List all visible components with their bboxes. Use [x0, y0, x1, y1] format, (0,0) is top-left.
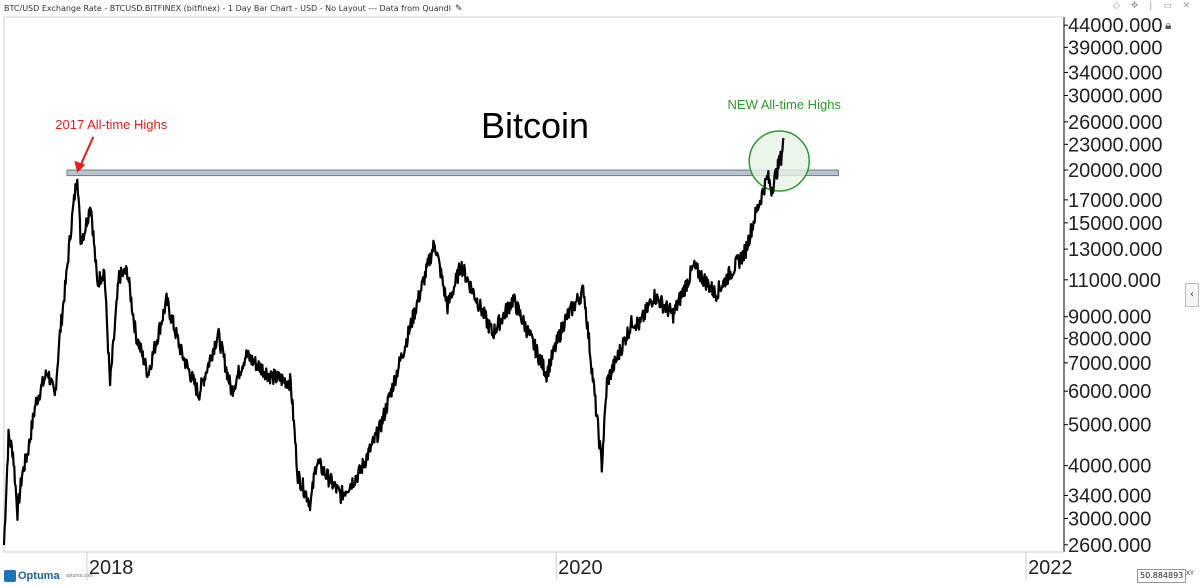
y-tick-label: 13000.000 — [1068, 239, 1163, 261]
collapse-arrow-icon[interactable]: ‹ — [1185, 283, 1199, 307]
lock-icon[interactable]: 🔒︎ — [1165, 18, 1172, 32]
pencil-icon[interactable]: ✎ — [454, 4, 463, 14]
y-tick-label: 26000.000 — [1068, 112, 1163, 134]
y-tick-label: 23000.000 — [1068, 134, 1163, 156]
x-tick-label: 2020 — [558, 557, 603, 579]
y-tick-label: 11000.000 — [1068, 270, 1161, 292]
x-tick-label: 2022 — [1028, 557, 1073, 579]
price-series — [2, 137, 785, 546]
old-high-arrow — [79, 136, 95, 167]
y-tick-label: 17000.000 — [1068, 190, 1163, 212]
optuma-logo: Optuma optuma.com — [4, 569, 93, 583]
optuma-logo-icon — [4, 570, 16, 582]
x-tick-label: 2018 — [89, 557, 133, 579]
y-tick-label: 6000.000 — [1068, 381, 1151, 403]
annotations: 2017 All-time Highs NEW All-time Highs — [55, 97, 841, 173]
window-controls[interactable]: ◇ ✥ | ▭ ✕ — [1113, 1, 1194, 11]
y-tick-label: 7000.000 — [1068, 353, 1151, 375]
chart-header-text: BTC/USD Exchange Rate - BTCUSD.BITFINEX … — [4, 4, 451, 13]
y-tick-label: 30000.000 — [1068, 86, 1163, 108]
y-tick-label: 4000.000 — [1068, 456, 1151, 478]
resistance-rect — [66, 169, 839, 177]
y-tick-label: 15000.000 — [1068, 213, 1163, 235]
y-tick-label: 34000.000 — [1068, 63, 1163, 85]
brand-name: Optuma — [18, 570, 60, 582]
y-tick-label: 8000.000 — [1068, 328, 1151, 350]
y-tick-label: 39000.000 — [1068, 37, 1163, 59]
old-high-arrowhead — [74, 160, 86, 173]
y-tick-label: 2600.000 — [1068, 535, 1151, 557]
y-tick-label: 3000.000 — [1068, 509, 1151, 531]
scale-mode[interactable]: XY — [1186, 570, 1194, 577]
y-tick-label: 5000.000 — [1068, 415, 1151, 437]
scale-value-box[interactable]: 50.884893 — [1137, 569, 1187, 583]
new-high-label: NEW All-time Highs — [728, 97, 842, 112]
brand-url: optuma.com — [65, 573, 94, 579]
resistance-band — [66, 169, 839, 177]
y-tick-label: 9000.000 — [1068, 307, 1151, 329]
price-line — [2, 137, 785, 546]
y-tick-label: 3400.000 — [1068, 486, 1151, 508]
x-axis-ticks: 2018 2020 2022 — [86, 552, 1073, 580]
chart-header: BTC/USD Exchange Rate - BTCUSD.BITFINEX … — [0, 0, 1068, 17]
old-high-label: 2017 All-time Highs — [55, 117, 167, 132]
y-tick-label: 20000.000 — [1068, 160, 1163, 182]
chart-title: Bitcoin — [481, 105, 589, 146]
y-tick-label: 44000.000 — [1068, 15, 1163, 37]
